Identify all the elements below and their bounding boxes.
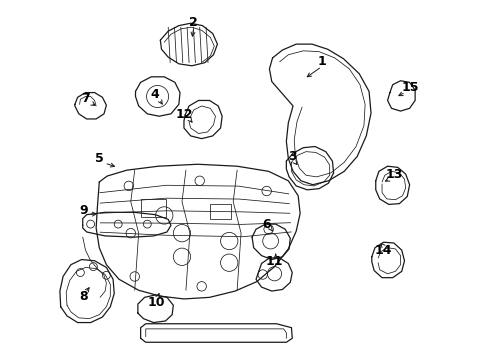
Text: 2: 2 [190,16,198,29]
Text: 6: 6 [262,218,271,231]
Text: 13: 13 [386,168,403,181]
Text: 7: 7 [81,92,90,105]
Text: 10: 10 [147,296,165,309]
Text: 14: 14 [374,244,392,257]
Text: 9: 9 [79,204,88,217]
Text: 5: 5 [95,152,104,165]
Text: 4: 4 [150,89,159,102]
Bar [210,204,231,219]
Text: 12: 12 [175,108,193,121]
Text: 15: 15 [402,81,419,94]
Bar [141,198,166,217]
Text: 1: 1 [318,55,326,68]
Text: 11: 11 [266,255,283,268]
Text: 3: 3 [288,150,296,163]
Text: 8: 8 [79,291,88,303]
